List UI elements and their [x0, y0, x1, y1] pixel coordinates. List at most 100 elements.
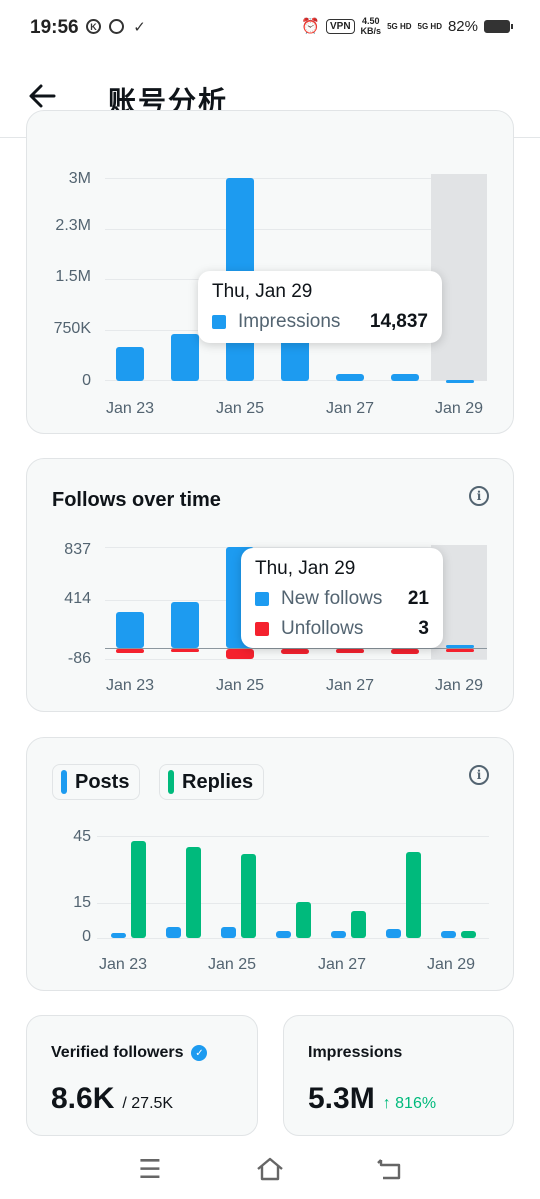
x-tick-label: Jan 29: [426, 956, 476, 973]
x-tick-label: Jan 23: [98, 956, 148, 973]
replies-bar[interactable]: [131, 840, 146, 938]
back-icon[interactable]: [375, 1154, 405, 1184]
x-tick-label: Jan 27: [325, 400, 375, 417]
status-bar: 19:56 K ✓ ⏰ VPN 4.50 KB/s 5G HD 5G HD 82…: [0, 0, 540, 58]
impressions-bar[interactable]: [336, 373, 364, 381]
unfollows-bar[interactable]: [281, 649, 309, 655]
y-tick-label: 45: [73, 828, 91, 845]
verified-followers-total: / 27.5K: [122, 1095, 174, 1112]
y-tick-label: 837: [64, 541, 91, 558]
tooltip-label: Unfollows: [281, 618, 364, 639]
impressions-value: 5.3M: [308, 1082, 375, 1115]
tooltip-row: New follows 21: [255, 584, 429, 614]
signal-1: 5G HD: [387, 21, 412, 31]
posts-bar[interactable]: [386, 928, 401, 938]
impressions-bar[interactable]: [391, 374, 419, 381]
posts-bar[interactable]: [276, 931, 291, 938]
y-tick-label: 3M: [68, 170, 91, 187]
verified-followers-tile[interactable]: Verified followers ✓ 8.6K / 27.5K: [26, 1015, 258, 1136]
posts-bar[interactable]: [221, 926, 236, 938]
replies-bar[interactable]: [351, 910, 366, 938]
verified-followers-label: Verified followers: [51, 1044, 184, 1061]
series-swatch: [61, 770, 67, 794]
tooltip-label: Impressions: [238, 311, 341, 332]
gridline: [105, 659, 487, 660]
home-icon[interactable]: [255, 1154, 285, 1184]
posts-bar[interactable]: [441, 931, 456, 938]
unfollows-bar[interactable]: [226, 649, 254, 660]
y-tick-label: 414: [64, 590, 91, 607]
series-swatch: [255, 622, 269, 636]
x-tick-label: Jan 25: [215, 677, 265, 694]
replies-bar[interactable]: [406, 851, 421, 938]
tile-value: 5.3M ↑ 816%: [308, 1082, 436, 1116]
replies-bar[interactable]: [296, 901, 311, 938]
replies-bar[interactable]: [461, 931, 476, 938]
tooltip-date: Thu, Jan 29: [255, 558, 356, 579]
tooltip-row: Unfollows 3: [255, 614, 429, 644]
tile-label: Impressions: [308, 1044, 402, 1062]
x-tick-label: Jan 25: [207, 956, 257, 973]
posts-bar[interactable]: [166, 926, 181, 938]
legend-label: Replies: [182, 770, 254, 793]
y-tick-label: -86: [67, 650, 91, 667]
verified-followers-value: 8.6K: [51, 1082, 115, 1115]
posts-bar[interactable]: [331, 931, 346, 938]
y-tick-label: 1.5M: [55, 268, 91, 285]
x-tick-label: Jan 23: [105, 677, 155, 694]
status-notification-icons: K ✓: [86, 18, 147, 36]
legend-replies[interactable]: Replies: [159, 764, 265, 800]
x-tick-label: Jan 29: [434, 400, 484, 417]
tooltip-date: Thu, Jan 29: [212, 281, 313, 302]
unfollows-bar[interactable]: [446, 649, 474, 652]
info-icon[interactable]: i: [469, 765, 489, 785]
unfollows-bar[interactable]: [391, 649, 419, 654]
follows-tooltip: Thu, Jan 29 New follows 21 Unfollows 3: [241, 548, 443, 648]
back-arrow-icon[interactable]: [26, 80, 58, 112]
gridline: [105, 229, 487, 230]
impressions-bar[interactable]: [446, 379, 474, 383]
replies-bar[interactable]: [186, 847, 201, 938]
k-app-icon: K: [86, 19, 101, 34]
unfollows-bar[interactable]: [171, 649, 199, 653]
y-tick-label: 0: [82, 372, 91, 389]
y-tick-label: 750K: [53, 320, 91, 337]
posts-bar[interactable]: [111, 933, 126, 938]
unfollows-bar[interactable]: [116, 649, 144, 653]
series-swatch: [212, 315, 226, 329]
unfollows-bar[interactable]: [336, 649, 364, 654]
tooltip-value: 14,837: [369, 311, 428, 332]
gridline: [105, 547, 487, 548]
impressions-label: Impressions: [308, 1044, 403, 1061]
legend-posts[interactable]: Posts: [52, 764, 141, 800]
impressions-bar[interactable]: [116, 347, 144, 381]
system-nav-bar: ☰: [0, 1140, 540, 1199]
info-icon[interactable]: i: [469, 486, 489, 506]
check-icon: ✓: [133, 18, 146, 36]
tile-value: 8.6K / 27.5K: [51, 1082, 173, 1116]
gridline: [105, 178, 487, 179]
x-tick-label: Jan 29: [434, 677, 484, 694]
card-title: Follows over time: [52, 489, 221, 511]
new-follows-bar[interactable]: [446, 645, 474, 649]
tooltip-label: New follows: [281, 588, 383, 609]
impressions-bar[interactable]: [171, 333, 199, 381]
series-swatch: [168, 770, 174, 794]
replies-bar[interactable]: [241, 854, 256, 938]
battery-percent: 82%: [447, 17, 478, 35]
impressions-chart-card: 3M 2.3M 1.5M 750K 0 Jan 23 Jan 25 Jan 27…: [26, 110, 514, 434]
x-tick-label: Jan 23: [105, 400, 155, 417]
new-follows-bar[interactable]: [116, 611, 144, 648]
menu-icon[interactable]: ☰: [138, 1153, 162, 1184]
status-right: ⏰ VPN 4.50 KB/s 5G HD 5G HD 82%: [301, 16, 513, 36]
y-tick-label: 0: [82, 928, 91, 945]
zero-line: [105, 648, 487, 649]
impressions-tile[interactable]: Impressions 5.3M ↑ 816%: [283, 1015, 514, 1136]
legend-label: Posts: [75, 770, 130, 793]
new-follows-bar[interactable]: [171, 602, 199, 648]
tooltip-row: Impressions 14,837: [212, 307, 428, 337]
network-speed: 4.50 KB/s: [361, 16, 382, 36]
chat-icon: [109, 19, 124, 34]
gridline: [97, 836, 489, 837]
alarm-icon: ⏰: [301, 18, 320, 35]
